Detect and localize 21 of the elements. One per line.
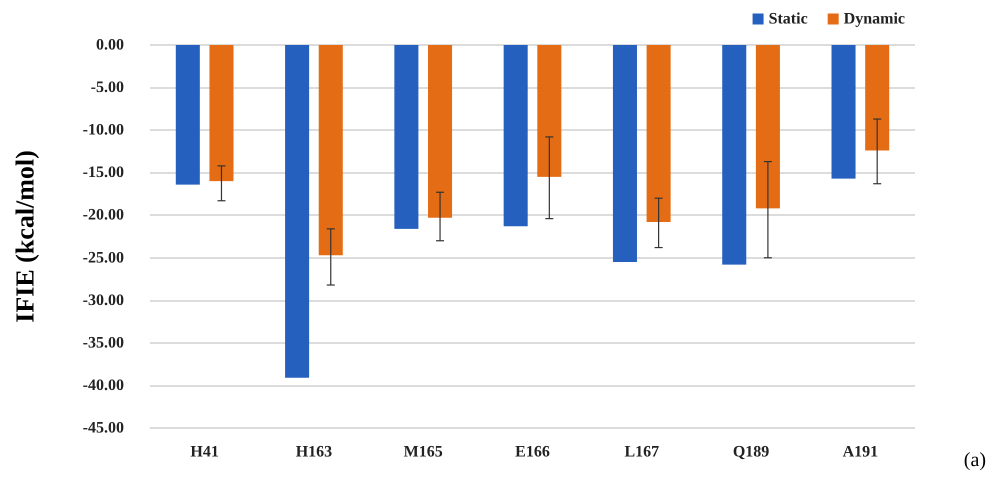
y-tick-label: 0.00 <box>96 36 124 54</box>
x-tick-label: Q189 <box>732 444 770 460</box>
y-tick-label: -40.00 <box>82 376 124 394</box>
y-tick-label: -15.00 <box>82 164 124 182</box>
y-tick-label: -5.00 <box>90 79 124 96</box>
x-tick-label: L167 <box>624 444 660 460</box>
y-tick-label: -10.00 <box>82 122 124 139</box>
y-tick-label: -35.00 <box>82 334 124 352</box>
x-tick-label: M165 <box>404 444 443 460</box>
y-tick-label: -30.00 <box>82 292 124 309</box>
y-tick-label: -45.00 <box>82 420 124 436</box>
x-tick-label: H163 <box>296 444 332 460</box>
legend-label: Static <box>768 10 808 28</box>
x-tick-label: H41 <box>190 444 219 460</box>
y-tick-label: -25.00 <box>82 249 124 266</box>
text: (a) <box>964 449 986 471</box>
y-tick-label: -20.00 <box>82 206 124 224</box>
x-tick-label: A191 <box>842 444 878 460</box>
y-axis-title: IFIE (kcal/mol) <box>10 150 40 323</box>
legend-label: Dynamic <box>844 10 905 28</box>
x-tick-label: E166 <box>515 444 550 460</box>
